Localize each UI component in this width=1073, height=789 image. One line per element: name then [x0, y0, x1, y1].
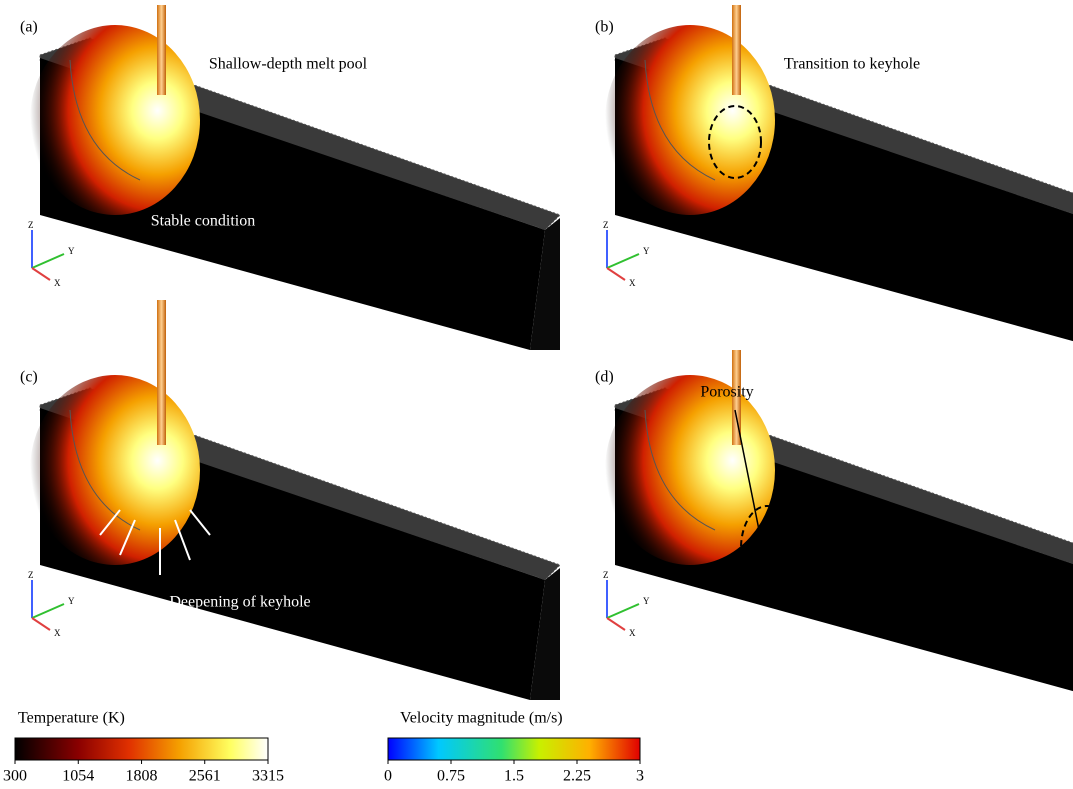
panel-label: (b) [595, 19, 614, 36]
colorbar-tick-label: 3 [636, 768, 644, 785]
laser-beam [157, 5, 166, 95]
velocity-colorbar [388, 738, 640, 760]
annotation: Porosity [700, 384, 753, 401]
melt-pool [605, 375, 775, 565]
axis-x [607, 618, 625, 630]
panel-label: (d) [595, 369, 614, 386]
panel: (c) Deepening of keyhole Z Y X [20, 300, 560, 700]
laser-beam [732, 5, 741, 95]
colorbar-tick-label: 3315 [252, 768, 284, 785]
annotation: Deepening of keyhole [169, 594, 310, 611]
annotation: Transition to keyhole [784, 56, 920, 73]
axis-x [32, 268, 50, 280]
colorbar-tick-label: 2561 [189, 768, 221, 785]
colorbar-tick-label: 0 [384, 768, 392, 785]
melt-pool [605, 25, 775, 215]
colorbar-tick-label: 1.5 [504, 768, 524, 785]
panel-label: (a) [20, 19, 38, 36]
colorbar-title: Velocity magnitude (m/s) [400, 710, 563, 727]
axis-x [607, 268, 625, 280]
axis-x [32, 618, 50, 630]
figure: (a) Shallow-depth melt pool Stable conditi… [0, 0, 1073, 789]
panel: (b) Transition to keyhole Z Y X [595, 5, 1073, 350]
colorbar-tick-label: 1808 [126, 768, 158, 785]
annotation: Stable condition [151, 213, 255, 230]
laser-beam [157, 300, 166, 445]
page: {"panels": [ {"label": "(a)", "annotatio… [0, 0, 1073, 789]
melt-pool [30, 375, 200, 565]
colorbar-title: Temperature (K) [18, 710, 125, 727]
axis-label: X [629, 278, 636, 288]
axis-y [607, 254, 639, 268]
annotation: Shallow-depth melt pool [209, 56, 368, 73]
axis-label: Y [68, 596, 75, 606]
axis-label: X [629, 628, 636, 638]
axis-y [607, 604, 639, 618]
axis-label: X [54, 278, 61, 288]
panel: (a) Shallow-depth melt pool Stable conditi… [20, 5, 560, 350]
melt-pool [30, 25, 200, 215]
colorbar-tick-label: 0.75 [437, 768, 465, 785]
axis-label: Z [28, 220, 34, 230]
axis-label: Z [603, 570, 609, 580]
axis-y [32, 254, 64, 268]
panel-label: (c) [20, 369, 38, 386]
axis-label: X [54, 628, 61, 638]
axis-label: Y [68, 246, 75, 256]
axis-label: Y [643, 596, 650, 606]
axis-label: Z [603, 220, 609, 230]
axis-label: Y [643, 246, 650, 256]
colorbar-tick-label: 2.25 [563, 768, 591, 785]
axis-y [32, 604, 64, 618]
colorbar-tick-label: 1054 [62, 768, 94, 785]
temperature-colorbar [15, 738, 268, 760]
colorbar-tick-label: 300 [3, 768, 27, 785]
axis-label: Z [28, 570, 34, 580]
panel: (d) Porosity Z Y X [595, 350, 1073, 700]
